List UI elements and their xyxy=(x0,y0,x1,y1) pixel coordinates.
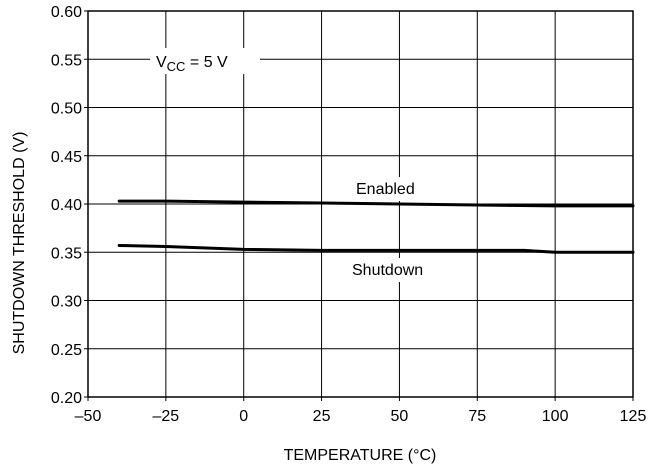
y-tick-label: 0.45 xyxy=(51,149,82,166)
x-tick-label: 100 xyxy=(542,408,569,425)
series-line-enabled xyxy=(117,199,635,208)
plot-frame xyxy=(84,10,634,401)
x-tick-label: 0 xyxy=(239,408,248,425)
y-tick-label: 0.60 xyxy=(51,4,82,21)
y-axis-title: SHUTDOWN THRESHOLD (V) xyxy=(11,132,28,355)
x-axis-title: TEMPERATURE (°C) xyxy=(284,447,437,464)
x-tick-label: 25 xyxy=(313,408,331,425)
series-label-shutdown: Shutdown xyxy=(352,262,423,279)
series-line-shutdown xyxy=(117,243,635,254)
y-tick-label: 0.40 xyxy=(51,197,82,214)
y-tick-label: 0.35 xyxy=(51,245,82,262)
series-lines xyxy=(117,199,635,254)
y-tick-label: 0.20 xyxy=(51,390,82,407)
x-tick-label: –50 xyxy=(75,408,102,425)
plot-border xyxy=(87,10,634,398)
vcc-rest: = 5 V xyxy=(185,54,228,71)
y-tick-label: 0.50 xyxy=(51,101,82,118)
series-label-enabled: Enabled xyxy=(356,181,415,198)
enabled-label-bg xyxy=(350,177,440,201)
vcc-main: V xyxy=(156,54,167,71)
vcc-annotation: VCC = 5 V xyxy=(156,54,228,74)
vcc-subscript: CC xyxy=(167,59,186,74)
y-tick-label: 0.30 xyxy=(51,294,82,311)
vcc-annotation-bg xyxy=(150,48,260,74)
x-tick-label: 50 xyxy=(391,408,409,425)
x-tick-label: 125 xyxy=(620,408,647,425)
x-tick-label: –25 xyxy=(153,408,180,425)
y-tick-label: 0.25 xyxy=(51,342,82,359)
shutdown-label-bg xyxy=(346,258,450,282)
x-tick-labels: –50 –25 0 25 50 75 100 125 xyxy=(75,408,647,425)
x-tick-label: 75 xyxy=(468,408,486,425)
y-tick-labels: 0.20 0.25 0.30 0.35 0.40 0.45 0.50 0.55 0.60 xyxy=(51,4,82,407)
y-tick-label: 0.55 xyxy=(51,52,82,69)
